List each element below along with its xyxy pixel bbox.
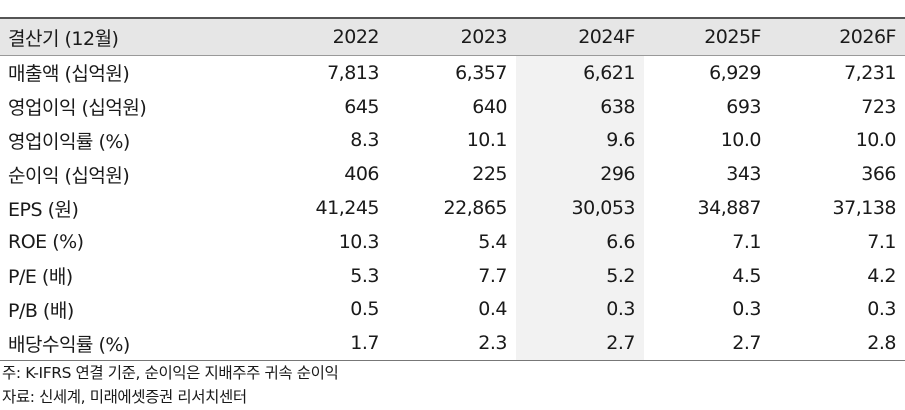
cell-value: 10.0 (855, 129, 897, 152)
table-row: EPS (원) 41,245 22,865 30,053 34,887 37,1… (0, 191, 905, 225)
cell-value: 5.3 (350, 264, 379, 287)
table-row: 영업이익률 (%) 8.3 10.1 9.6 10.0 10.0 (0, 123, 905, 158)
cell-value: 2.7 (516, 326, 644, 361)
cell-value: 37,138 (832, 197, 897, 220)
cell-value: 645 (344, 95, 379, 118)
row-label: 순이익 (십억원) (8, 164, 130, 187)
cell-value: 34,887 (697, 197, 762, 220)
cell-value: 4.2 (867, 264, 896, 287)
table-row: 순이익 (십억원) 406 225 296 343 366 (0, 157, 905, 192)
cell-value: 225 (472, 163, 507, 186)
header-year-2023: 2023 (460, 26, 508, 48)
row-label: 매출액 (십억원) (8, 63, 130, 86)
cell-value: 22,865 (443, 197, 508, 220)
header-year-2026f: 2026F (839, 26, 896, 48)
cell-value: 6,929 (709, 61, 761, 84)
cell-value: 10.0 (720, 129, 762, 152)
row-label: P/B (배) (8, 299, 74, 322)
financial-summary-table-container: 결산기 (12월) 2022 2023 2024F 2025F 2026F 매출… (0, 17, 905, 361)
cell-value: 406 (344, 163, 379, 186)
cell-value: 30,053 (516, 191, 644, 225)
header-year-2024f: 2024F (516, 18, 644, 56)
cell-value: 9.6 (516, 123, 644, 158)
table-row: 배당수익률 (%) 1.7 2.3 2.7 2.7 2.8 (0, 326, 905, 361)
cell-value: 10.1 (466, 129, 508, 152)
header-year-2025f: 2025F (704, 26, 761, 48)
cell-value: 640 (472, 95, 507, 118)
cell-value: 296 (516, 157, 644, 192)
row-label: ROE (%) (8, 230, 84, 253)
cell-value: 7,231 (844, 61, 896, 84)
table-row: 매출액 (십억원) 7,813 6,357 6,621 6,929 7,231 (0, 55, 905, 90)
footnote-basis: 주: K-IFRS 연결 기준, 순이익은 지배주주 귀속 순이익 (2, 364, 339, 382)
cell-value: 693 (726, 95, 761, 118)
cell-value: 2.8 (867, 332, 896, 355)
cell-value: 8.3 (350, 129, 379, 152)
table-footnotes: 주: K-IFRS 연결 기준, 순이익은 지배주주 귀속 순이익 자료: 신세… (2, 361, 339, 409)
cell-value: 638 (516, 89, 644, 124)
row-label: P/E (배) (8, 266, 73, 289)
cell-value: 7.1 (867, 230, 896, 253)
cell-value: 7.7 (478, 264, 507, 287)
row-label: 배당수익률 (%) (8, 333, 130, 356)
table-row: ROE (%) 10.3 5.4 6.6 7.1 7.1 (0, 224, 905, 259)
cell-value: 7,813 (327, 61, 379, 84)
cell-value: 2.3 (478, 332, 507, 355)
cell-value: 0.3 (867, 298, 896, 321)
cell-value: 2.7 (732, 332, 761, 355)
cell-value: 5.2 (516, 258, 644, 293)
table-header-row: 결산기 (12월) 2022 2023 2024F 2025F 2026F (0, 18, 905, 56)
row-label: 영업이익 (십억원) (8, 97, 147, 120)
cell-value: 6.6 (516, 224, 644, 259)
cell-value: 6,357 (455, 61, 507, 84)
table-row: 영업이익 (십억원) 645 640 638 693 723 (0, 89, 905, 124)
cell-value: 0.3 (516, 292, 644, 327)
cell-value: 343 (726, 163, 761, 186)
table-row: P/E (배) 5.3 7.7 5.2 4.5 4.2 (0, 258, 905, 293)
header-year-2022: 2022 (332, 26, 380, 48)
cell-value: 1.7 (350, 332, 379, 355)
row-label: EPS (원) (8, 198, 79, 221)
row-label: 영업이익률 (%) (8, 130, 130, 153)
financial-summary-table: 결산기 (12월) 2022 2023 2024F 2025F 2026F 매출… (0, 17, 905, 361)
cell-value: 4.5 (732, 264, 761, 287)
footnote-source: 자료: 신세계, 미래에셋증권 리서치센터 (2, 388, 247, 406)
cell-value: 366 (861, 163, 896, 186)
cell-value: 0.3 (732, 298, 761, 321)
cell-value: 5.4 (478, 230, 507, 253)
cell-value: 0.5 (350, 298, 379, 321)
cell-value: 41,245 (315, 197, 380, 220)
cell-value: 7.1 (732, 230, 761, 253)
cell-value: 10.3 (338, 230, 380, 253)
cell-value: 6,621 (516, 55, 644, 90)
cell-value: 723 (861, 95, 896, 118)
table-row: P/B (배) 0.5 0.4 0.3 0.3 0.3 (0, 292, 905, 327)
header-label-fiscal-year: 결산기 (12월) (8, 27, 119, 50)
cell-value: 0.4 (478, 298, 507, 321)
